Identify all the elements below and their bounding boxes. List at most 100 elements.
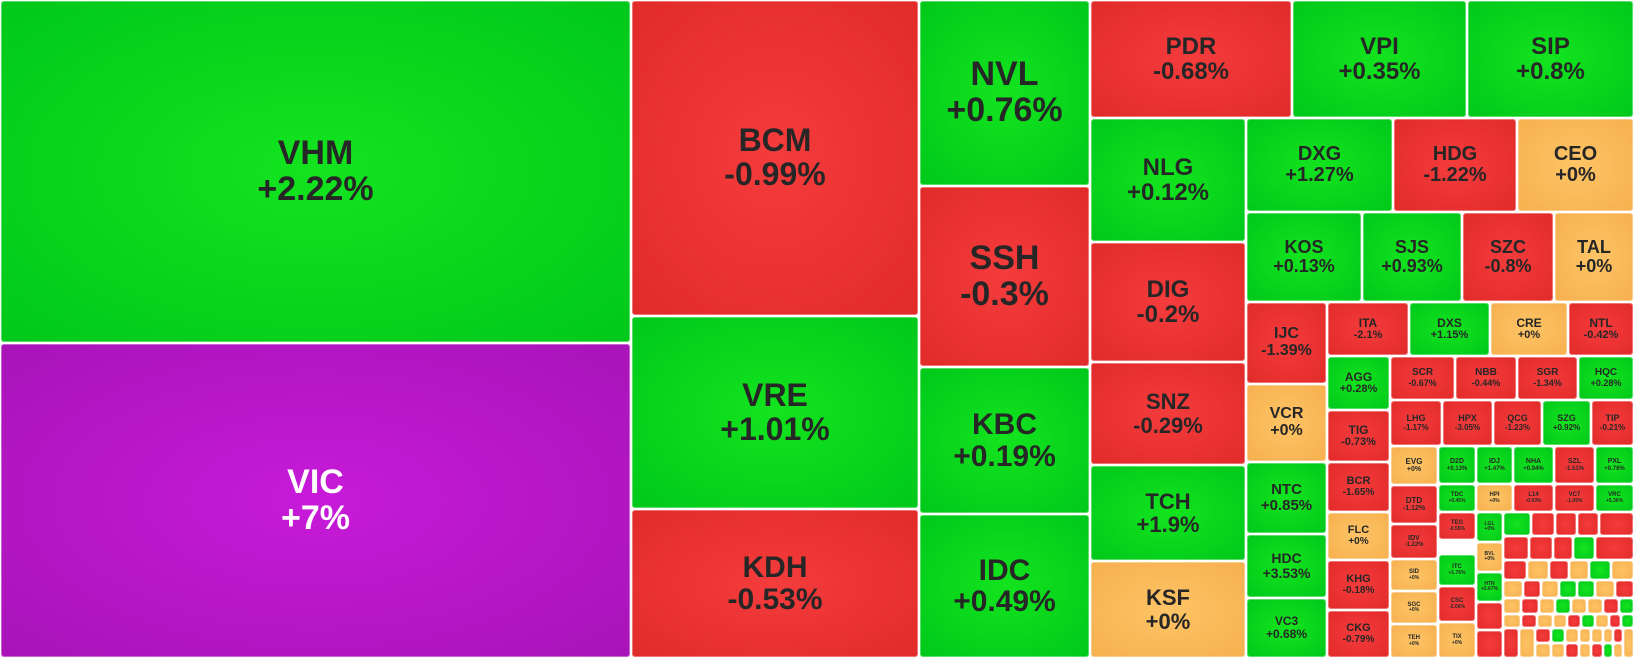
tile-small[interactable] xyxy=(1522,615,1536,627)
tile-csc[interactable]: CSC -2.06% xyxy=(1439,587,1475,621)
tile-small[interactable] xyxy=(1588,599,1602,613)
tile-small[interactable] xyxy=(1600,513,1633,535)
tile-cre[interactable]: CRE +0% xyxy=(1491,303,1567,355)
tile-small[interactable] xyxy=(1620,599,1633,613)
tile-tdc[interactable]: TDC +0.45% xyxy=(1439,485,1475,511)
tile-small[interactable] xyxy=(1504,599,1520,613)
tile-small[interactable] xyxy=(1596,581,1614,597)
tile-small[interactable] xyxy=(1536,644,1550,657)
tile-small[interactable] xyxy=(1540,599,1554,613)
tile-nha[interactable]: NHA +0.94% xyxy=(1514,447,1553,483)
tile-ceo[interactable]: CEO +0% xyxy=(1518,119,1633,211)
tile-small[interactable] xyxy=(1504,513,1530,535)
tile-small[interactable] xyxy=(1552,644,1564,657)
tile-szc[interactable]: SZC -0.8% xyxy=(1463,213,1553,301)
tile-hpx[interactable]: HPX -3.05% xyxy=(1443,401,1492,445)
tile-hdg[interactable]: HDG -1.22% xyxy=(1394,119,1516,211)
tile-evg[interactable]: EVG +0% xyxy=(1391,447,1437,484)
tile-sgr[interactable]: SGR -1.34% xyxy=(1518,357,1577,399)
tile-small[interactable] xyxy=(1578,513,1598,535)
tile-ssh[interactable]: SSH -0.3% xyxy=(920,187,1089,366)
tile-vc7[interactable]: VC7 -1.05% xyxy=(1555,485,1594,511)
tile-d2d[interactable]: D2D +0.13% xyxy=(1439,447,1475,483)
tile-small[interactable] xyxy=(1504,561,1526,579)
tile-small[interactable] xyxy=(1612,561,1633,579)
tile-small[interactable] xyxy=(1574,537,1594,559)
tile-small[interactable] xyxy=(1604,599,1618,613)
tile-bvl[interactable]: BVL +0% xyxy=(1477,543,1502,571)
tile-tig[interactable]: TIG -0.73% xyxy=(1328,411,1389,461)
tile-small[interactable] xyxy=(1604,629,1612,642)
tile-small[interactable] xyxy=(1596,537,1633,559)
tile-pdr[interactable]: PDR -0.68% xyxy=(1091,1,1291,117)
tile-sgc[interactable]: SGC +0% xyxy=(1391,592,1437,623)
tile-small[interactable] xyxy=(1530,537,1552,559)
tile-nlg[interactable]: NLG +0.12% xyxy=(1091,119,1245,241)
tile-small[interactable] xyxy=(1592,629,1602,642)
tile-tip[interactable]: TIP -0.21% xyxy=(1592,401,1633,445)
tile-snz[interactable]: SNZ -0.29% xyxy=(1091,363,1245,464)
tile-kos[interactable]: KOS +0.13% xyxy=(1247,213,1361,301)
tile-vre[interactable]: VRE +1.01% xyxy=(632,317,918,508)
tile-khg[interactable]: KHG -0.18% xyxy=(1328,561,1389,609)
tile-kbc[interactable]: KBC +0.19% xyxy=(920,368,1089,513)
tile-vic[interactable]: VIC +7% xyxy=(1,344,630,657)
tile-small[interactable] xyxy=(1550,561,1568,579)
tile-ksf[interactable]: KSF +0% xyxy=(1091,562,1245,657)
tile-vrc[interactable]: VRC +5.36% xyxy=(1596,485,1633,511)
tile-vhm[interactable]: VHM +2.22% xyxy=(1,1,630,342)
tile-scr[interactable]: SCR -0.67% xyxy=(1391,357,1454,399)
tile-small[interactable] xyxy=(1624,629,1633,657)
tile-small[interactable] xyxy=(1522,599,1538,613)
tile-small[interactable] xyxy=(1536,629,1550,642)
tile-small[interactable] xyxy=(1552,629,1564,642)
tile-hdc[interactable]: HDC +3.53% xyxy=(1247,535,1326,597)
tile-dtd[interactable]: DTD -1.12% xyxy=(1391,486,1437,523)
tile-small[interactable] xyxy=(1596,615,1608,627)
tile-idv[interactable]: IDV -1.22% xyxy=(1391,525,1437,558)
tile-small[interactable] xyxy=(1614,644,1622,657)
tile-small[interactable] xyxy=(1504,537,1528,559)
tile-idc[interactable]: IDC +0.49% xyxy=(920,515,1089,657)
tile-bcm[interactable]: BCM -0.99% xyxy=(632,1,918,315)
tile-hqc[interactable]: HQC +0.28% xyxy=(1579,357,1633,399)
tile-teg[interactable]: TEG -0.55% xyxy=(1439,513,1475,539)
tile-small[interactable] xyxy=(1504,615,1520,627)
tile-szg[interactable]: SZG +0.92% xyxy=(1543,401,1590,445)
tile-small[interactable] xyxy=(1580,644,1590,657)
tile-tal[interactable]: TAL +0% xyxy=(1555,213,1633,301)
tile-small[interactable] xyxy=(1568,615,1580,627)
tile-ntl[interactable]: NTL -0.42% xyxy=(1569,303,1633,355)
tile-sip[interactable]: SIP +0.8% xyxy=(1468,1,1633,117)
tile-vc3[interactable]: VC3 +0.68% xyxy=(1247,599,1326,657)
tile-small[interactable] xyxy=(1477,603,1502,629)
tile-hpi[interactable]: HPI +0% xyxy=(1477,485,1512,511)
tile-small[interactable] xyxy=(1504,629,1518,657)
tile-pxl[interactable]: PXL +0.76% xyxy=(1596,447,1633,483)
tile-small[interactable] xyxy=(1570,561,1588,579)
tile-small[interactable] xyxy=(1614,629,1622,642)
tile-small[interactable] xyxy=(1504,581,1522,597)
tile-small[interactable] xyxy=(1556,513,1576,535)
tile-dxs[interactable]: DXS +1.15% xyxy=(1410,303,1489,355)
tile-flc[interactable]: FLC +0% xyxy=(1328,513,1389,559)
tile-nbb[interactable]: NBB -0.44% xyxy=(1456,357,1516,399)
tile-small[interactable] xyxy=(1572,599,1586,613)
tile-dig[interactable]: DIG -0.2% xyxy=(1091,243,1245,361)
tile-agg[interactable]: AGG +0.28% xyxy=(1328,357,1389,409)
tile-nvl[interactable]: NVL +0.76% xyxy=(920,1,1089,185)
tile-small[interactable] xyxy=(1528,561,1548,579)
tile-small[interactable] xyxy=(1566,644,1578,657)
tile-small[interactable] xyxy=(1610,615,1620,627)
tile-dxg[interactable]: DXG +1.27% xyxy=(1247,119,1392,211)
tile-ckg[interactable]: CKG -0.79% xyxy=(1328,611,1389,657)
tile-small[interactable] xyxy=(1604,644,1612,657)
tile-lhg[interactable]: LHG -1.17% xyxy=(1391,401,1441,445)
tile-small[interactable] xyxy=(1616,581,1633,597)
tile-idj[interactable]: IDJ +1.47% xyxy=(1477,447,1512,483)
tile-small[interactable] xyxy=(1622,615,1633,627)
tile-small[interactable] xyxy=(1532,513,1554,535)
tile-small[interactable] xyxy=(1566,629,1578,642)
tile-ntc[interactable]: NTC +0.85% xyxy=(1247,463,1326,533)
tile-sjs[interactable]: SJS +0.93% xyxy=(1363,213,1461,301)
